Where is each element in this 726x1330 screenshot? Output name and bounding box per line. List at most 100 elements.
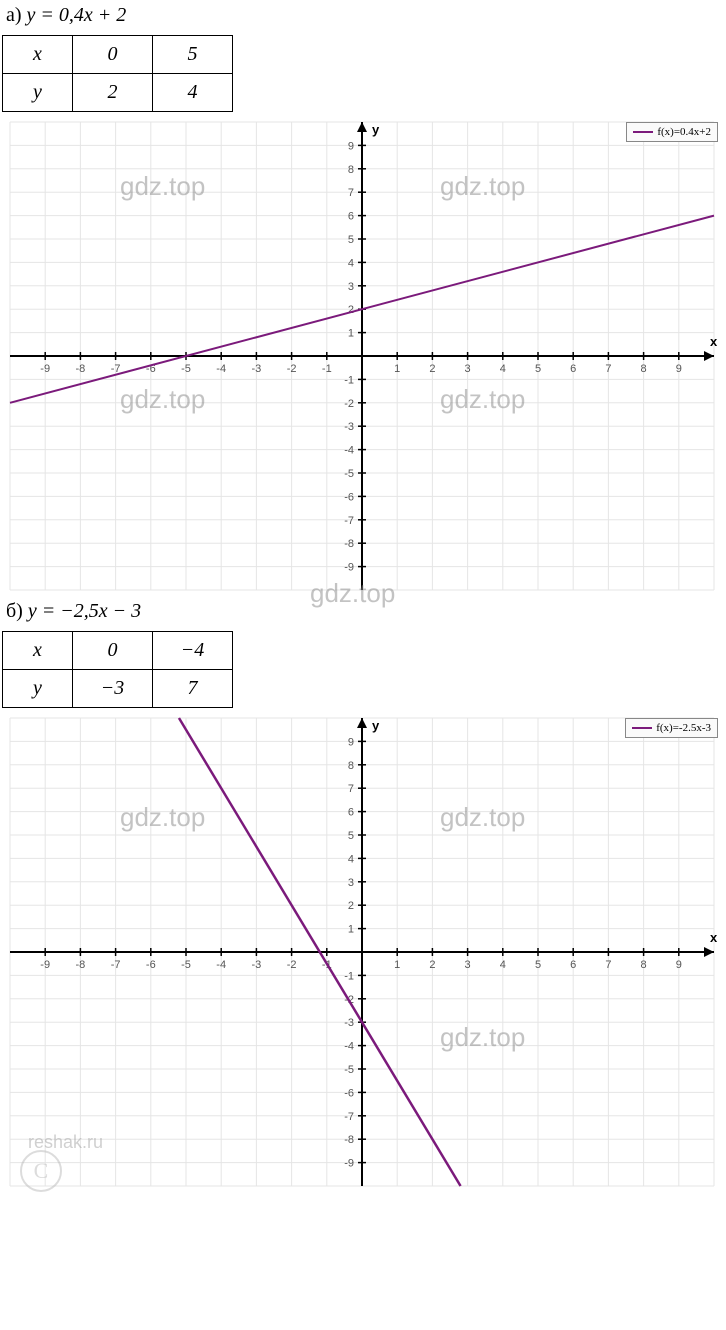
legend-line-a	[633, 131, 653, 133]
data-table-a: x 0 5 y 2 4	[2, 35, 233, 112]
legend-a: f(x)=0.4x+2	[626, 122, 718, 142]
svg-text:6: 6	[348, 807, 354, 819]
svg-text:-9: -9	[40, 959, 50, 971]
svg-text:-4: -4	[216, 363, 226, 375]
svg-text:-1: -1	[322, 363, 332, 375]
svg-text:-8: -8	[76, 959, 86, 971]
svg-text:9: 9	[676, 363, 682, 375]
section-b: б) y = −2,5x − 3 x 0 −4 y −3 7 -9-8-7-6-…	[0, 596, 726, 1192]
svg-text:3: 3	[465, 363, 471, 375]
svg-text:-8: -8	[344, 1134, 354, 1146]
table-row: y −3 7	[3, 670, 233, 708]
svg-text:-6: -6	[146, 959, 156, 971]
data-table-b: x 0 −4 y −3 7	[2, 631, 233, 708]
svg-text:-6: -6	[344, 491, 354, 503]
cell: 4	[153, 74, 233, 112]
svg-text:-5: -5	[344, 1064, 354, 1076]
cell: −4	[153, 632, 233, 670]
table-row: y 2 4	[3, 74, 233, 112]
svg-text:2: 2	[348, 900, 354, 912]
chart-a: -9-8-7-6-5-4-3-2-1123456789-9-8-7-6-5-4-…	[0, 116, 724, 596]
svg-text:9: 9	[676, 959, 682, 971]
label-b: б)	[6, 600, 23, 622]
svg-text:-4: -4	[344, 1041, 354, 1053]
svg-text:4: 4	[348, 853, 354, 865]
svg-text:1: 1	[394, 959, 400, 971]
svg-text:1: 1	[348, 924, 354, 936]
svg-text:-7: -7	[344, 1111, 354, 1123]
svg-text:5: 5	[348, 234, 354, 246]
svg-text:-4: -4	[216, 959, 226, 971]
svg-text:-1: -1	[344, 374, 354, 386]
svg-text:3: 3	[348, 281, 354, 293]
svg-text:-6: -6	[344, 1087, 354, 1099]
svg-text:3: 3	[348, 877, 354, 889]
svg-text:7: 7	[605, 959, 611, 971]
svg-text:y: y	[372, 122, 380, 137]
svg-text:-4: -4	[344, 445, 354, 457]
svg-text:-2: -2	[287, 959, 297, 971]
svg-text:9: 9	[348, 736, 354, 748]
chart-b-svg: -9 -8 -7 -6 -5 -4 -3 -2 -1 1 2 3 4 5 6 7 8 9 -9 -8 -7 -6 -5 -4 -…	[0, 712, 724, 1192]
svg-text:8: 8	[641, 363, 647, 375]
cell-header: x	[3, 632, 73, 670]
svg-text:2: 2	[348, 304, 354, 316]
svg-text:4: 4	[348, 257, 354, 269]
svg-text:-9: -9	[40, 363, 50, 375]
svg-text:7: 7	[348, 187, 354, 199]
svg-text:-3: -3	[344, 421, 354, 433]
equation-text-b: y = −2,5x − 3	[28, 600, 141, 622]
svg-text:-7: -7	[111, 959, 121, 971]
svg-text:4: 4	[500, 363, 506, 375]
svg-text:8: 8	[641, 959, 647, 971]
svg-text:3: 3	[465, 959, 471, 971]
svg-text:8: 8	[348, 760, 354, 772]
cell: 0	[73, 36, 153, 74]
cell-header: y	[3, 74, 73, 112]
svg-text:-3: -3	[252, 363, 262, 375]
svg-text:-2: -2	[287, 363, 297, 375]
cell: 2	[73, 74, 153, 112]
svg-text:1: 1	[348, 328, 354, 340]
cell-header: x	[3, 36, 73, 74]
svg-text:x: x	[710, 930, 718, 945]
svg-text:2: 2	[429, 959, 435, 971]
svg-text:-2: -2	[344, 398, 354, 410]
equation-a: а) y = 0,4x + 2	[0, 0, 726, 31]
svg-text:-5: -5	[181, 363, 191, 375]
svg-text:-3: -3	[252, 959, 262, 971]
svg-text:2: 2	[429, 363, 435, 375]
svg-text:-9: -9	[344, 1158, 354, 1170]
legend-b: f(x)=-2.5x-3	[625, 718, 718, 738]
label-a: а)	[6, 4, 22, 26]
svg-text:-3: -3	[344, 1017, 354, 1029]
svg-text:y: y	[372, 718, 380, 733]
svg-text:-8: -8	[344, 538, 354, 550]
table-row: x 0 5	[3, 36, 233, 74]
cell: 0	[73, 632, 153, 670]
svg-text:6: 6	[348, 211, 354, 223]
cell: 7	[153, 670, 233, 708]
svg-text:8: 8	[348, 164, 354, 176]
svg-text:5: 5	[535, 959, 541, 971]
svg-text:x: x	[710, 334, 718, 349]
section-a: а) y = 0,4x + 2 x 0 5 y 2 4 -9 -8 -7 -6 -5 -4…	[0, 0, 726, 596]
chart-b: -9 -8 -7 -6 -5 -4 -3 -2 -1 1 2 3 4 5 6 7 8 9 -9 -8 -7 -6 -5 -4 -…	[0, 712, 724, 1192]
svg-text:-5: -5	[181, 959, 191, 971]
svg-text:9: 9	[348, 140, 354, 152]
svg-text:6: 6	[570, 363, 576, 375]
svg-text:1: 1	[394, 363, 400, 375]
equation-text-a: y = 0,4x + 2	[27, 4, 127, 26]
svg-text:5: 5	[535, 363, 541, 375]
svg-text:6: 6	[570, 959, 576, 971]
svg-text:-7: -7	[344, 515, 354, 527]
svg-text:-8: -8	[76, 363, 86, 375]
svg-text:7: 7	[348, 783, 354, 795]
svg-text:5: 5	[348, 830, 354, 842]
svg-text:4: 4	[500, 959, 506, 971]
svg-text:7: 7	[605, 363, 611, 375]
table-row: x 0 −4	[3, 632, 233, 670]
svg-text:-5: -5	[344, 468, 354, 480]
cell-header: y	[3, 670, 73, 708]
svg-text:-1: -1	[344, 970, 354, 982]
